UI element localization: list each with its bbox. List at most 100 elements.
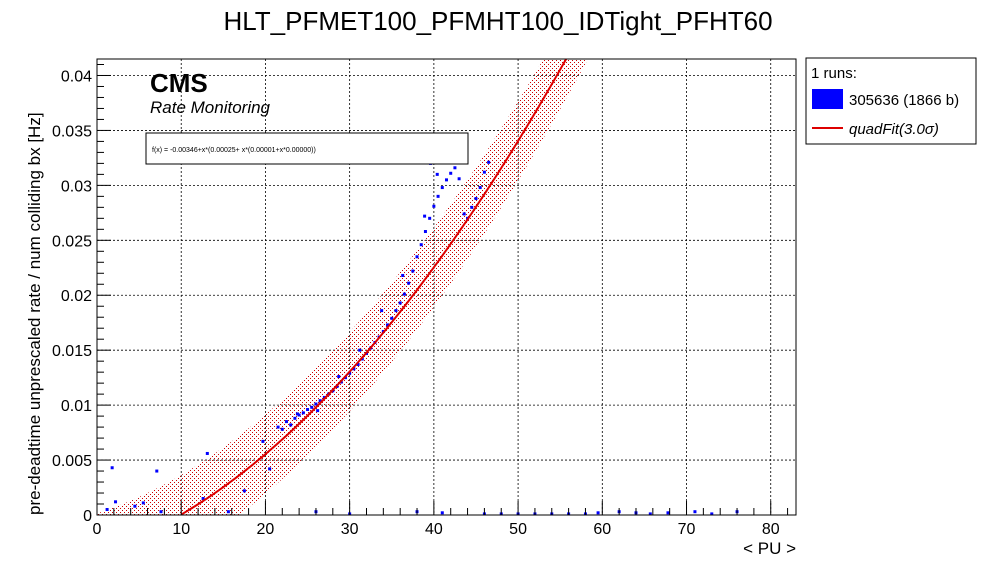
y-axis: 0 0.005 0.01 0.015 0.02 0.025 0.03 0.035 0.04 [52, 63, 111, 525]
data-point [457, 177, 461, 181]
data-point [280, 427, 284, 431]
legend-swatch-run [812, 89, 843, 109]
data-point [205, 451, 209, 455]
data-point [710, 512, 714, 515]
plot-frame [96, 58, 797, 516]
chart-title: HLT_PFMET100_PFMHT100_IDTight_PFHT60 [223, 6, 772, 36]
data-point [295, 412, 299, 416]
y-tick-label: 0 [83, 508, 92, 525]
data-point [390, 316, 394, 320]
data-point [306, 408, 310, 412]
data-point [428, 216, 432, 220]
data-point [394, 309, 398, 313]
data-point [423, 214, 427, 218]
x-tick-label: 50 [509, 521, 527, 538]
data-point [386, 323, 390, 327]
data-point [648, 512, 652, 515]
data-point [316, 409, 320, 413]
data-point [432, 204, 436, 208]
legend-header: 1 runs: [811, 65, 857, 82]
data-point [242, 489, 246, 493]
y-tick-label: 0.01 [61, 398, 92, 415]
data-point [453, 166, 457, 170]
data-point [268, 467, 272, 471]
data-point [314, 402, 318, 406]
x-tick-label: 10 [172, 521, 190, 538]
data-point [445, 178, 448, 182]
data-point [407, 281, 411, 285]
data-point [440, 186, 444, 190]
data-point [440, 511, 444, 515]
legend-label-run: 305636 (1866 b) [849, 92, 959, 109]
data-point [201, 497, 205, 501]
data-point [297, 413, 301, 417]
data-point [293, 416, 297, 420]
data-point [337, 375, 341, 379]
data-point [482, 170, 486, 174]
cms-label: CMS [150, 68, 208, 98]
data-point [159, 510, 163, 514]
x-tick-label: 60 [593, 521, 611, 538]
data-point [289, 423, 293, 427]
x-tick-label: 70 [678, 521, 696, 538]
data-point [423, 230, 427, 234]
x-axis: 0 10 20 30 40 50 60 70 80 [93, 501, 789, 538]
data-point [411, 269, 415, 273]
data-point [133, 504, 137, 508]
y-tick-label: 0.04 [61, 68, 92, 85]
y-tick-label: 0.015 [52, 343, 92, 360]
data-point [301, 411, 305, 415]
y-tick-label: 0.025 [52, 233, 92, 250]
fit-formula-text: f(x) = -0.00346+x*(0.00025+ x*(0.00001+x… [152, 147, 316, 154]
data-point [415, 255, 419, 259]
x-tick-label: 20 [257, 521, 275, 538]
data-point [318, 399, 322, 403]
data-point [348, 371, 352, 375]
data-point [474, 197, 478, 201]
legend: 1 runs: 305636 (1866 b) quadFit(3.0σ) [805, 57, 977, 145]
data-point [284, 420, 288, 424]
fit-curve-line [180, 59, 568, 515]
data-point [358, 348, 362, 352]
x-tick-label: 30 [341, 521, 359, 538]
data-point [380, 309, 384, 313]
data-point [141, 501, 145, 505]
fit-formula-box: f(x) = -0.00346+x*(0.00025+ x*(0.00001+x… [145, 132, 469, 165]
fit-curve [180, 59, 568, 515]
data-point [105, 508, 109, 512]
data-point [155, 469, 159, 473]
data-point [110, 466, 114, 470]
data-point [310, 405, 314, 409]
data-point [276, 425, 280, 429]
data-point [470, 205, 474, 209]
data-point [462, 212, 466, 216]
x-tick-label: 80 [762, 521, 780, 538]
data-point [398, 301, 402, 305]
legend-label-fit: quadFit(3.0σ) [849, 121, 939, 138]
y-tick-label: 0.02 [61, 288, 92, 305]
data-point [478, 186, 482, 190]
y-tick-label: 0.03 [61, 178, 92, 195]
data-point [261, 439, 265, 443]
x-tick-label: 40 [425, 521, 443, 538]
data-point [401, 273, 405, 277]
data-point [352, 367, 356, 371]
data-point [596, 511, 600, 515]
data-point [419, 243, 423, 247]
rate-monitoring-label: Rate Monitoring [150, 98, 271, 117]
data-point [449, 171, 453, 175]
data-point [435, 172, 439, 176]
data-point [226, 510, 230, 514]
data-point [666, 511, 670, 515]
y-axis-title: pre-deadtime unprescaled rate / num coll… [25, 112, 44, 515]
data-point [487, 160, 491, 164]
data-point [436, 194, 440, 198]
x-tick-label: 0 [93, 521, 102, 538]
y-tick-label: 0.005 [52, 453, 92, 470]
data-point [114, 500, 118, 504]
data-point [356, 362, 360, 366]
y-tick-label: 0.035 [52, 123, 92, 140]
data-point [693, 510, 697, 514]
data-point [402, 292, 406, 296]
